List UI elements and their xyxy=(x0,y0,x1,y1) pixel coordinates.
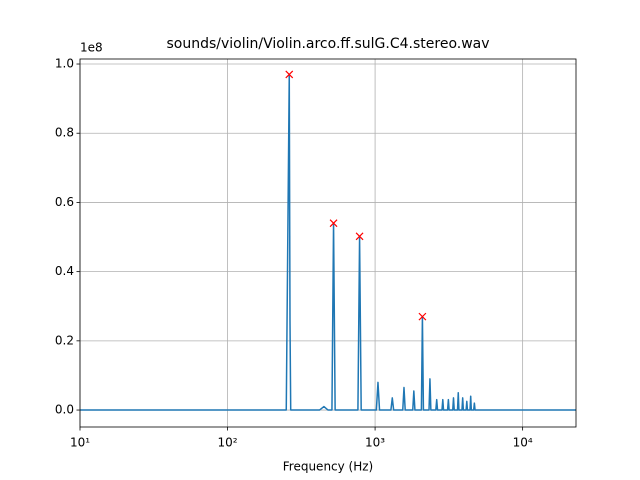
x-tick-label: 10² xyxy=(217,436,237,450)
y-offset-label: 1e8 xyxy=(80,41,103,55)
y-tick-label: 0.4 xyxy=(55,264,74,278)
y-tick-label: 1.0 xyxy=(55,57,74,71)
x-axis-label: Frequency (Hz) xyxy=(283,460,374,474)
x-tick-label: 10³ xyxy=(365,436,385,450)
axes-frame xyxy=(79,58,577,428)
x-tick-label: 10¹ xyxy=(70,436,90,450)
peak-marker xyxy=(418,312,427,321)
y-tick-label: 0.6 xyxy=(55,195,74,209)
x-tick-label: 10⁴ xyxy=(513,436,533,450)
spectrum-line xyxy=(80,73,576,411)
peak-marker xyxy=(355,232,364,241)
y-tick-label: 0.8 xyxy=(55,126,74,140)
peak-marker xyxy=(285,70,294,79)
y-tick-label: 0.0 xyxy=(55,403,74,417)
peak-marker xyxy=(329,219,338,228)
y-tick-label: 0.2 xyxy=(55,333,74,347)
chart-title: sounds/violin/Violin.arco.ff.sulG.C4.ste… xyxy=(166,36,489,52)
